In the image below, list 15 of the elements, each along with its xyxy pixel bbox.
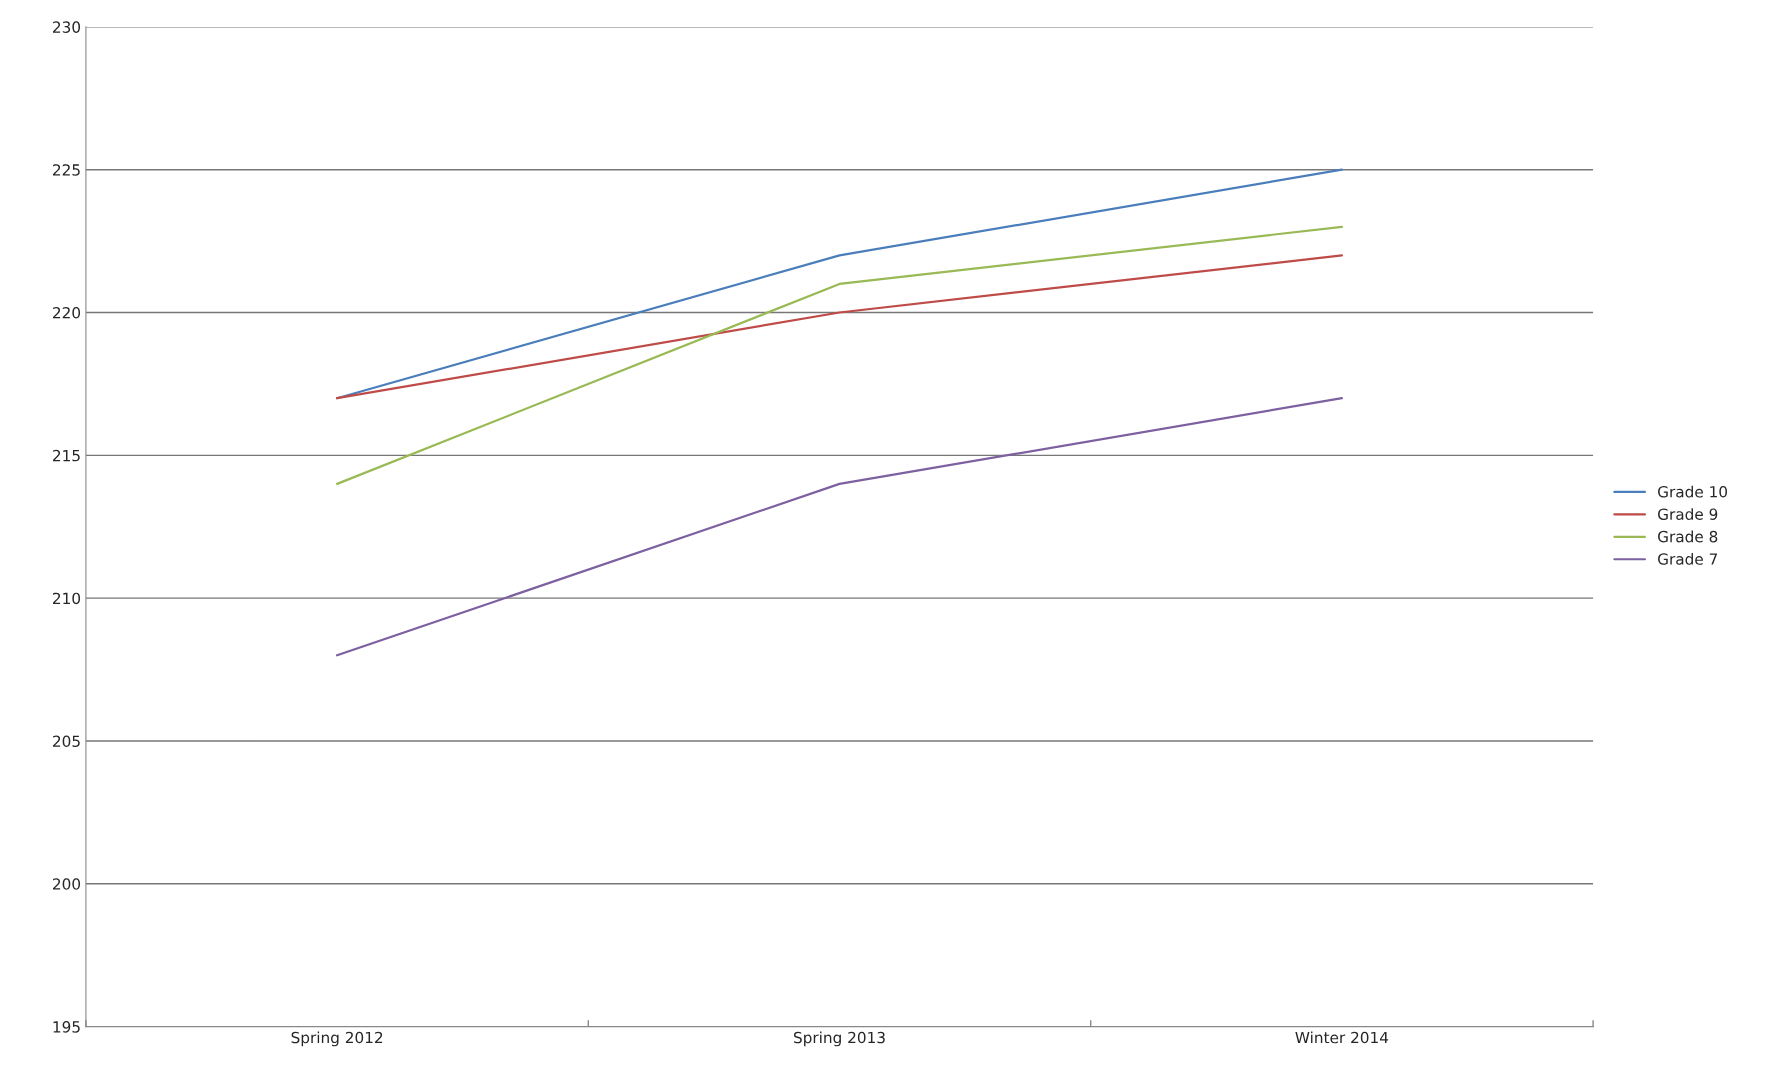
y-tick-label: 215	[53, 449, 80, 462]
y-tick-label: 210	[53, 592, 81, 605]
legend-label: Grade 7	[1658, 552, 1718, 565]
y-tick-label: 225	[53, 164, 80, 176]
y-tick-label: 200	[53, 878, 81, 890]
legend-label: Grade 10	[1658, 485, 1728, 498]
y-tick-label: 195	[53, 1021, 80, 1033]
y-tick-label: 205	[53, 735, 80, 747]
x-tick-label: Winter 2014	[1295, 1031, 1389, 1044]
legend-label: Grade 8	[1658, 530, 1718, 543]
legend-label: Grade 9	[1658, 508, 1718, 520]
x-tick-label: Spring 2013	[794, 1031, 885, 1047]
y-tick-label: 220	[53, 306, 81, 319]
x-tick-label: Spring 2012	[291, 1031, 383, 1047]
y-tick-label: 230	[53, 21, 81, 33]
